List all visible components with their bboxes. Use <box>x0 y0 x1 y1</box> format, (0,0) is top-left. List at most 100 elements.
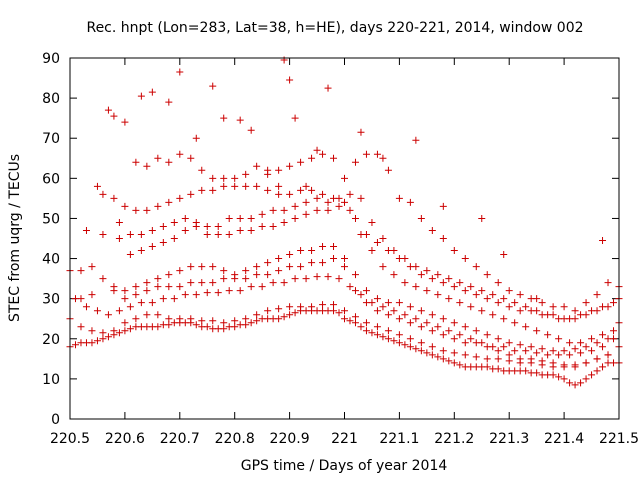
data-point <box>291 309 299 317</box>
data-point <box>522 303 530 311</box>
data-point <box>346 190 354 198</box>
data-point <box>286 76 294 84</box>
data-point <box>362 299 370 307</box>
data-point <box>181 291 189 299</box>
x-tick-label: 220.6 <box>105 431 145 447</box>
data-point <box>170 295 178 303</box>
data-point <box>467 283 475 291</box>
x-tick-label: 221.4 <box>544 431 584 447</box>
data-point <box>439 202 447 210</box>
data-point <box>522 347 530 355</box>
data-point <box>319 243 327 251</box>
y-tick-label: 90 <box>42 51 60 67</box>
data-point <box>264 170 272 178</box>
data-point <box>445 275 453 283</box>
data-point <box>192 321 200 329</box>
data-point <box>313 273 321 281</box>
data-point <box>456 361 464 369</box>
data-point <box>588 347 596 355</box>
data-point <box>461 323 469 331</box>
data-point <box>286 311 294 319</box>
data-point <box>297 158 305 166</box>
data-point <box>209 279 217 287</box>
data-point <box>511 347 519 355</box>
data-point <box>110 194 118 202</box>
data-point <box>341 315 348 323</box>
data-point <box>242 275 250 283</box>
data-point <box>555 351 563 359</box>
data-point <box>110 327 118 335</box>
data-point <box>220 325 228 333</box>
x-tick-label: 221.3 <box>489 431 529 447</box>
data-point <box>264 271 272 279</box>
data-point <box>286 162 294 170</box>
data-point <box>538 345 546 353</box>
data-point <box>192 291 200 299</box>
data-point <box>560 347 568 355</box>
data-point <box>192 134 200 142</box>
data-point <box>225 230 233 238</box>
data-point <box>593 355 601 363</box>
data-point <box>209 263 217 271</box>
data-point <box>121 202 129 210</box>
data-point <box>225 214 233 222</box>
data-point <box>319 190 327 198</box>
x-tick-label: 221.2 <box>434 431 474 447</box>
data-point <box>390 247 398 255</box>
data-point <box>176 283 184 291</box>
data-point <box>571 345 579 353</box>
data-point <box>110 112 118 120</box>
data-point <box>483 363 491 371</box>
data-point <box>198 186 206 194</box>
data-point <box>489 311 497 319</box>
data-point <box>384 299 392 307</box>
data-point <box>335 194 343 202</box>
data-point <box>148 243 156 251</box>
data-point <box>181 226 189 234</box>
data-point <box>549 303 557 311</box>
data-point <box>533 327 541 335</box>
data-point <box>445 327 453 335</box>
data-point <box>115 329 123 337</box>
data-point <box>588 335 596 343</box>
data-point <box>439 355 447 363</box>
data-point <box>379 303 387 311</box>
data-point <box>533 369 541 377</box>
data-point <box>165 158 173 166</box>
data-point <box>275 182 283 190</box>
data-point <box>253 162 261 170</box>
data-point <box>505 303 513 311</box>
data-point <box>538 299 546 307</box>
data-point <box>566 315 574 323</box>
data-point <box>203 289 211 297</box>
data-point <box>412 283 420 291</box>
data-point <box>203 230 211 238</box>
data-point <box>99 190 107 198</box>
data-point <box>357 291 365 299</box>
data-point <box>253 317 261 325</box>
data-point <box>406 198 414 206</box>
data-point <box>341 263 348 271</box>
data-point <box>247 226 255 234</box>
data-point <box>324 84 332 92</box>
data-point <box>582 375 590 383</box>
data-point <box>505 339 513 347</box>
data-point <box>494 347 502 355</box>
data-point <box>505 357 513 365</box>
data-point <box>362 230 370 238</box>
data-point <box>258 210 266 218</box>
data-point <box>165 315 173 323</box>
data-point <box>121 287 129 295</box>
data-point <box>176 315 184 323</box>
data-point <box>121 327 129 335</box>
y-tick-label: 60 <box>42 171 60 187</box>
data-point <box>291 214 299 222</box>
data-point <box>187 279 195 287</box>
data-point <box>137 230 145 238</box>
data-point <box>258 283 266 291</box>
data-point <box>258 222 266 230</box>
data-point <box>187 263 195 271</box>
data-point <box>220 114 228 122</box>
data-point <box>357 128 365 136</box>
data-point <box>505 287 513 295</box>
